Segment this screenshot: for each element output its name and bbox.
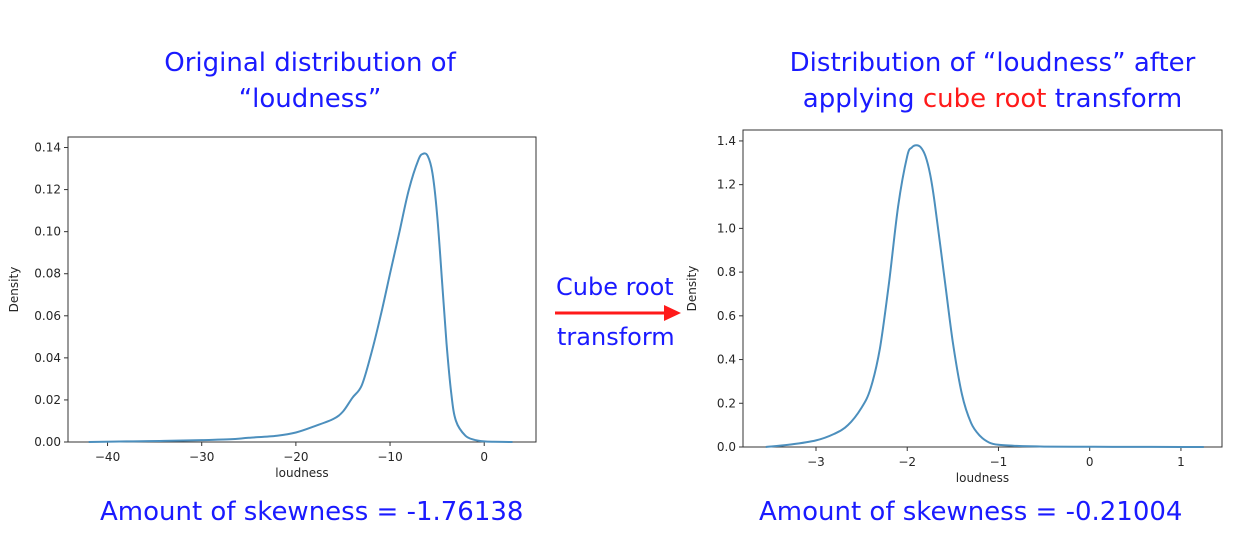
left-title-line2: “loudness”	[238, 84, 382, 114]
right-xlabel: loudness	[956, 471, 1009, 485]
right-ytick-label: 1.0	[717, 221, 736, 235]
right-title-line2: applying cube root transform	[740, 81, 1238, 117]
left-xtick-label: −20	[283, 450, 308, 464]
left-ytick-label: 0.10	[34, 225, 61, 239]
right-panel-title: Distribution of “loudness” after applyin…	[740, 45, 1238, 117]
arrow-head	[664, 305, 681, 321]
right-xtick-label: −1	[990, 455, 1008, 469]
right-ytick-label: 0.0	[717, 440, 736, 454]
left-title-line1: Original distribution of	[164, 48, 456, 78]
right-ytick-label: 0.8	[717, 265, 736, 279]
left-ytick-label: 0.04	[34, 351, 61, 365]
right-title-prefix: applying	[802, 84, 923, 114]
right-ytick-label: 0.6	[717, 309, 736, 323]
right-title-highlight: cube root	[922, 84, 1047, 114]
left-ytick-label: 0.06	[34, 309, 61, 323]
left-density-curve	[88, 152, 513, 443]
arrow-label-top: Cube root	[556, 273, 674, 301]
left-ytick-label: 0.08	[34, 267, 61, 281]
right-ylabel: Density	[685, 266, 699, 312]
right-density-curve	[765, 144, 1204, 448]
left-ytick-label: 0.14	[34, 141, 61, 155]
left-panel-title: Original distribution of “loudness”	[60, 45, 560, 117]
right-xtick-label: −2	[898, 455, 916, 469]
left-xlabel: loudness	[275, 466, 328, 480]
right-skewness-text: Amount of skewness = -0.21004	[759, 497, 1183, 527]
right-ytick-label: 1.4	[717, 134, 736, 148]
left-density-chart: 0.00 0.02 0.04 0.06 0.08 0.10 0.12 0.14 −40 −30 −2…	[7, 136, 537, 480]
right-title-suffix: transform	[1046, 84, 1183, 114]
left-xtick-label: −10	[377, 450, 402, 464]
left-ytick-label: 0.00	[34, 435, 61, 449]
right-ytick-label: 1.2	[717, 178, 736, 192]
left-skewness-text: Amount of skewness = -1.76138	[100, 497, 524, 527]
left-xtick-label: −30	[189, 450, 214, 464]
right-title-line1: Distribution of “loudness” after	[789, 48, 1196, 78]
left-ytick-label: 0.12	[34, 183, 61, 197]
arrow-label-bottom: transform	[557, 323, 675, 351]
left-ytick-label: 0.02	[34, 393, 61, 407]
right-ytick-label: 0.2	[717, 396, 736, 410]
left-xtick-label: −40	[95, 450, 120, 464]
left-ylabel: Density	[7, 267, 21, 313]
right-density-chart: 0.0 0.2 0.4 0.6 0.8 1.0 1.2 1.4 −3 −2 −1 0 1 loudness…	[685, 129, 1223, 485]
left-axes-frame	[67, 136, 537, 443]
right-xtick-label: 0	[1086, 455, 1094, 469]
right-ytick-label: 0.4	[717, 353, 736, 367]
right-xtick-label: −3	[807, 455, 825, 469]
right-axes-frame	[742, 129, 1223, 448]
left-xtick-label: 0	[480, 450, 488, 464]
transform-arrow	[555, 305, 681, 321]
right-xtick-label: 1	[1177, 455, 1185, 469]
